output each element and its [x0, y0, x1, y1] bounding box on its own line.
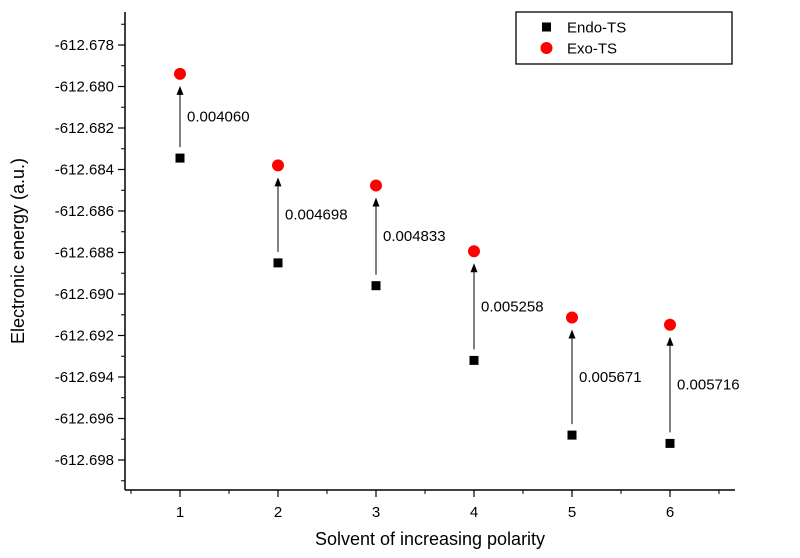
legend-label-endo: Endo-TS — [567, 20, 626, 37]
x-axis-title: Solvent of increasing polarity — [315, 529, 545, 549]
gap-annotation-label: 0.004833 — [383, 228, 446, 245]
y-tick-label: -612.690 — [55, 286, 114, 303]
y-tick-label: -612.692 — [55, 328, 114, 345]
legend-marker-endo-square-icon — [542, 22, 551, 32]
gap-arrow-head — [274, 177, 282, 187]
y-tick-label: -612.680 — [55, 79, 114, 96]
y-tick-label: -612.684 — [55, 162, 114, 179]
gap-annotation-label: 0.005671 — [579, 369, 642, 386]
y-tick-label: -612.688 — [55, 245, 114, 262]
x-tick-label: 4 — [470, 504, 478, 521]
y-tick-label: -612.682 — [55, 120, 114, 137]
gap-arrow-head — [176, 85, 184, 95]
gap-annotation-label: 0.004698 — [285, 207, 348, 224]
gap-annotation-label: 0.005258 — [481, 298, 544, 315]
data-points — [174, 67, 676, 448]
endo-ts-point — [665, 438, 675, 448]
gap-arrow-head — [470, 263, 478, 273]
legend-marker-exo-circle-icon — [540, 42, 553, 54]
exo-ts-point — [370, 179, 382, 192]
y-axis-title: Electronic energy (a.u.) — [8, 158, 28, 344]
legend-label-exo: Exo-TS — [567, 41, 617, 58]
exo-ts-point — [174, 67, 186, 80]
axis-ticks: -612.678 -612.680 -612.682 -612.684 -612.686… — [55, 23, 720, 521]
gap-annotation-label: 0.004060 — [187, 108, 250, 125]
x-tick-label: 6 — [666, 504, 674, 521]
gap-arrow-head — [666, 336, 674, 346]
legend: Endo-TS Exo-TS — [515, 11, 733, 65]
y-tick-label: -612.696 — [55, 411, 114, 428]
endo-ts-point — [273, 258, 283, 268]
legend-box — [515, 11, 733, 65]
x-tick-label: 2 — [274, 504, 282, 521]
exo-ts-point — [566, 311, 578, 324]
x-tick-label: 5 — [568, 504, 576, 521]
y-tick-label: -612.678 — [55, 37, 114, 54]
gap-arrow-head — [372, 197, 380, 207]
endo-ts-point — [567, 430, 577, 440]
endo-ts-point — [371, 281, 381, 291]
plot-frame — [124, 12, 735, 491]
exo-ts-point — [272, 159, 284, 172]
x-tick-label: 3 — [372, 504, 380, 521]
endo-ts-point — [469, 355, 479, 365]
y-tick-label: -612.694 — [55, 369, 114, 386]
x-tick-label: 1 — [176, 504, 184, 521]
exo-ts-point — [468, 245, 480, 258]
gap-arrow-head — [568, 329, 576, 339]
y-tick-label: -612.686 — [55, 203, 114, 220]
endo-ts-point — [175, 153, 185, 163]
y-tick-label: -612.698 — [55, 452, 114, 469]
gap-arrows: 0.004060 0.004698 0.004833 0.005258 0.005671… — [176, 85, 740, 433]
gap-annotation-label: 0.005716 — [677, 377, 740, 394]
exo-ts-point — [664, 318, 676, 331]
